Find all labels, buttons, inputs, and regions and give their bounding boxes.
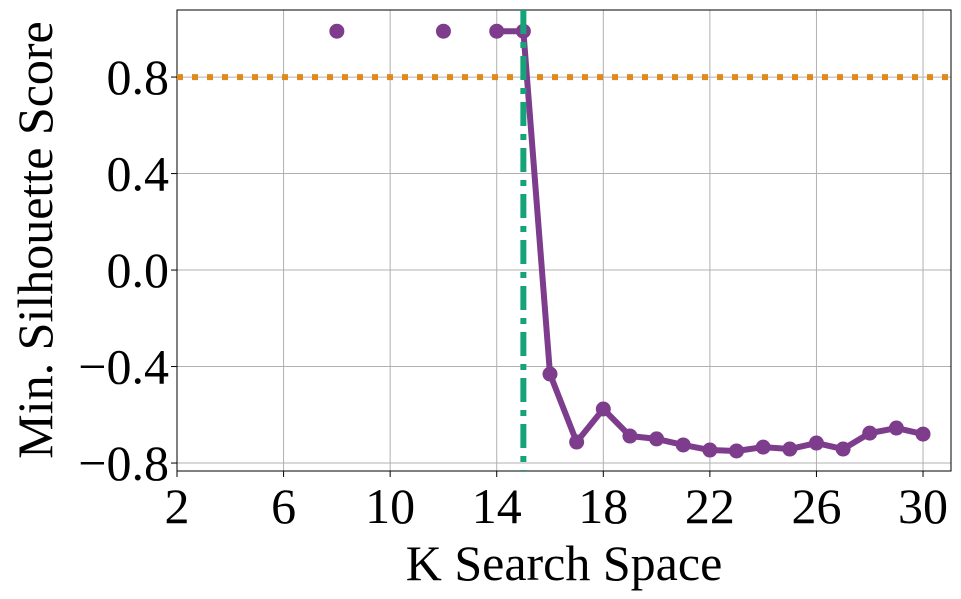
point — [835, 441, 851, 457]
point — [489, 23, 505, 39]
y-axis-label: Min. Silhouette Score — [7, 21, 63, 458]
point — [569, 434, 585, 450]
point — [915, 426, 931, 442]
point — [702, 442, 718, 458]
point — [729, 443, 745, 459]
point — [782, 441, 798, 457]
point — [675, 437, 691, 453]
plot-frame — [176, 9, 952, 472]
x-tick-label: 14 — [472, 478, 522, 534]
x-axis-label: K Search Space — [406, 535, 723, 591]
y-tick-label: 0.4 — [107, 146, 170, 202]
point — [622, 428, 638, 444]
point — [888, 420, 904, 436]
point — [542, 366, 558, 382]
x-tick-label: 6 — [271, 478, 296, 534]
y-tick-label: −0.4 — [78, 339, 169, 395]
x-tick-label: 30 — [898, 478, 948, 534]
point — [862, 425, 878, 441]
point — [435, 23, 451, 39]
y-tick-label: 0.0 — [107, 242, 170, 298]
x-tick-label: 18 — [578, 478, 628, 534]
y-tick-label: −0.8 — [78, 435, 169, 491]
point — [808, 435, 824, 451]
point — [329, 23, 345, 39]
point — [595, 401, 611, 417]
x-tick-label: 10 — [365, 478, 415, 534]
x-tick-label: 22 — [685, 478, 735, 534]
y-tick-label: 0.8 — [107, 49, 170, 105]
point — [649, 431, 665, 447]
x-tick-label: 26 — [791, 478, 841, 534]
x-tick-label: 2 — [165, 478, 190, 534]
point — [755, 439, 771, 455]
